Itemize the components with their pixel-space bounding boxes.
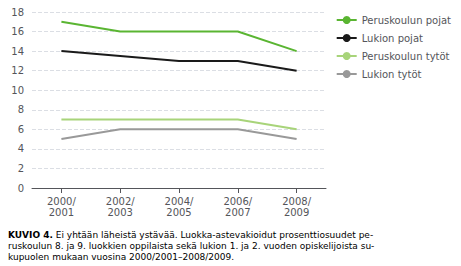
svg-text:2007: 2007 (225, 207, 250, 218)
svg-text:2005: 2005 (166, 207, 191, 218)
svg-text:Peruskoulun tytöt: Peruskoulun tytöt (362, 51, 450, 62)
svg-text:14: 14 (11, 46, 24, 57)
svg-text:Ei yhtään läheistä ystävää. Lu: Ei yhtään läheistä ystävää. Luokka-astev… (53, 230, 373, 240)
svg-text:kupuolen mukaan vuosina 2000/2: kupuolen mukaan vuosina 2000/2001–2008/2… (8, 252, 234, 262)
svg-text:Lukion pojat: Lukion pojat (362, 33, 423, 44)
svg-text:2002/: 2002/ (106, 196, 135, 207)
svg-text:12: 12 (11, 65, 24, 76)
svg-text:16: 16 (11, 26, 24, 37)
svg-text:18: 18 (11, 7, 24, 18)
svg-text:Lukion tytöt: Lukion tytöt (362, 69, 422, 80)
svg-text:2000/: 2000/ (47, 196, 76, 207)
svg-text:2009: 2009 (284, 207, 309, 218)
svg-text:2003: 2003 (107, 207, 132, 218)
svg-text:2008/: 2008/ (282, 196, 311, 207)
svg-text:2004/: 2004/ (165, 196, 194, 207)
svg-text:8: 8 (18, 104, 24, 115)
svg-text:ruskoulun 8. ja 9. luokkien op: ruskoulun 8. ja 9. luokkien oppilaista s… (8, 241, 374, 251)
svg-text:4: 4 (18, 143, 24, 154)
svg-text:2001: 2001 (49, 207, 74, 218)
svg-text:KUVIO 4.: KUVIO 4. (8, 230, 53, 240)
svg-text:2006/: 2006/ (223, 196, 252, 207)
svg-text:10: 10 (11, 85, 24, 96)
svg-text:Peruskoulun pojat: Peruskoulun pojat (362, 15, 451, 26)
svg-text:6: 6 (18, 124, 24, 135)
svg-text:2: 2 (18, 163, 24, 174)
svg-text:0: 0 (18, 183, 24, 194)
